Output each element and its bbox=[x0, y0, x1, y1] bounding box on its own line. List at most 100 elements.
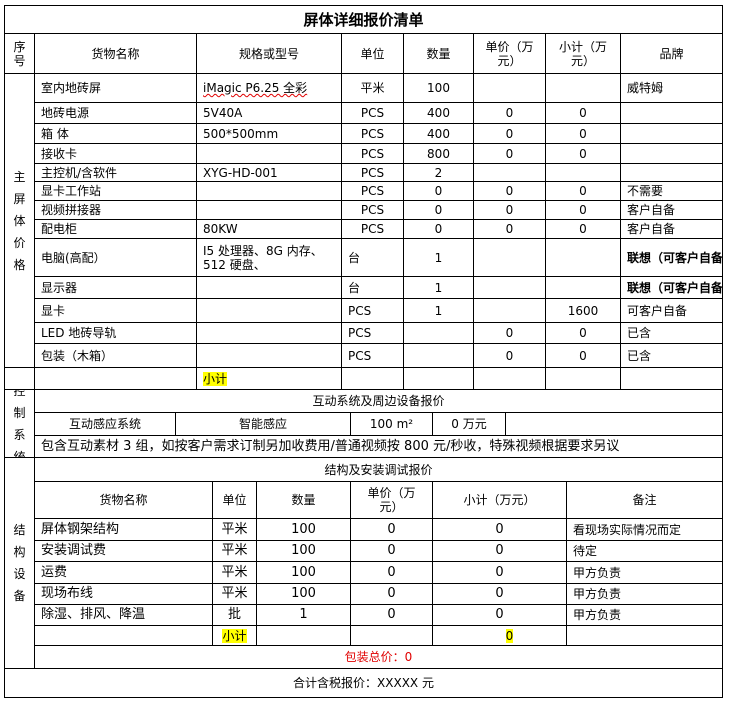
item-name[interactable]: 地砖电源 bbox=[34, 102, 197, 124]
item-unit[interactable]: PCS bbox=[341, 219, 404, 239]
structure-item-note[interactable]: 甲方负责 bbox=[566, 583, 723, 605]
item-brand[interactable]: 联想（可客户自备 bbox=[620, 276, 723, 299]
item-price[interactable] bbox=[473, 163, 546, 182]
item-qty[interactable] bbox=[403, 322, 474, 344]
item-qty[interactable]: 2 bbox=[403, 163, 474, 182]
control-item[interactable]: 0 万元 bbox=[432, 412, 506, 436]
structure-item-note[interactable]: 甲方负责 bbox=[566, 604, 723, 626]
structure-subtotal-label[interactable]: 小计 bbox=[212, 625, 257, 646]
structure-header[interactable]: 货物名称 bbox=[34, 481, 213, 519]
structure-item-unit[interactable]: 平米 bbox=[212, 540, 257, 562]
item-brand[interactable] bbox=[620, 163, 723, 182]
item-subtotal[interactable] bbox=[545, 73, 621, 103]
structure-header[interactable]: 备注 bbox=[566, 481, 723, 519]
item-name[interactable]: 视频拼接器 bbox=[34, 200, 197, 220]
item-subtotal[interactable] bbox=[545, 276, 621, 299]
item-brand[interactable]: 不需要 bbox=[620, 181, 723, 201]
item-name[interactable]: 显卡工作站 bbox=[34, 181, 197, 201]
item-unit[interactable]: PCS bbox=[341, 298, 404, 323]
structure-item-price[interactable]: 0 bbox=[350, 583, 433, 605]
item-brand[interactable]: 客户自备 bbox=[620, 200, 723, 220]
item-qty[interactable]: 800 bbox=[403, 143, 474, 164]
structure-item-subtotal[interactable]: 0 bbox=[432, 604, 567, 626]
item-name[interactable]: 接收卡 bbox=[34, 143, 197, 164]
item-brand[interactable] bbox=[620, 143, 723, 164]
empty-cell[interactable] bbox=[256, 625, 351, 646]
item-qty[interactable]: 1 bbox=[403, 298, 474, 323]
structure-header[interactable]: 单价（万元） bbox=[350, 481, 433, 519]
item-subtotal[interactable] bbox=[545, 163, 621, 182]
header-brand[interactable]: 品牌 bbox=[620, 33, 723, 74]
item-name[interactable]: 主控机/含软件 bbox=[34, 163, 197, 182]
structure-item-unit[interactable]: 平米 bbox=[212, 561, 257, 584]
item-subtotal[interactable] bbox=[545, 238, 621, 277]
item-qty[interactable]: 0 bbox=[403, 200, 474, 220]
item-unit[interactable]: PCS bbox=[341, 181, 404, 201]
item-spec[interactable]: 500*500mm bbox=[196, 123, 342, 144]
empty-cell[interactable] bbox=[473, 367, 546, 390]
item-name[interactable]: 室内地砖屏 bbox=[34, 73, 197, 103]
structure-item-name[interactable]: 屏体钢架结构 bbox=[34, 518, 213, 541]
item-unit[interactable]: PCS bbox=[341, 163, 404, 182]
item-unit[interactable]: PCS bbox=[341, 102, 404, 124]
structure-item-qty[interactable]: 100 bbox=[256, 540, 351, 562]
item-price[interactable]: 0 bbox=[473, 181, 546, 201]
item-spec[interactable]: 5V40A bbox=[196, 102, 342, 124]
item-spec[interactable] bbox=[196, 181, 342, 201]
item-subtotal[interactable]: 0 bbox=[545, 343, 621, 368]
item-unit[interactable]: 平米 bbox=[341, 73, 404, 103]
structure-subtotal-value[interactable]: 0 bbox=[432, 625, 567, 646]
item-name[interactable]: 显示器 bbox=[34, 276, 197, 299]
item-price[interactable]: 0 bbox=[473, 200, 546, 220]
structure-item-note[interactable]: 待定 bbox=[566, 540, 723, 562]
structure-item-price[interactable]: 0 bbox=[350, 604, 433, 626]
item-brand[interactable]: 已含 bbox=[620, 343, 723, 368]
section-label-structure[interactable]: 结构设备 bbox=[4, 457, 35, 669]
item-brand[interactable]: 已含 bbox=[620, 322, 723, 344]
item-name[interactable]: 箱 体 bbox=[34, 123, 197, 144]
main-subtotal-label[interactable]: 小计 bbox=[196, 367, 342, 390]
item-spec[interactable] bbox=[196, 322, 342, 344]
item-subtotal[interactable]: 0 bbox=[545, 219, 621, 239]
item-subtotal[interactable]: 0 bbox=[545, 322, 621, 344]
item-price[interactable] bbox=[473, 276, 546, 299]
structure-item-note[interactable]: 甲方负责 bbox=[566, 561, 723, 584]
item-unit[interactable]: 台 bbox=[341, 276, 404, 299]
item-qty[interactable]: 400 bbox=[403, 123, 474, 144]
item-price[interactable]: 0 bbox=[473, 343, 546, 368]
item-qty[interactable]: 100 bbox=[403, 73, 474, 103]
empty-cell[interactable] bbox=[350, 625, 433, 646]
item-brand[interactable]: 可客户自备 bbox=[620, 298, 723, 323]
item-qty[interactable]: 0 bbox=[403, 181, 474, 201]
item-spec[interactable] bbox=[196, 298, 342, 323]
item-name[interactable]: 配电柜 bbox=[34, 219, 197, 239]
structure-item-unit[interactable]: 平米 bbox=[212, 518, 257, 541]
item-name[interactable]: 电脑(高配） bbox=[34, 238, 197, 277]
item-spec[interactable] bbox=[196, 343, 342, 368]
item-unit[interactable]: PCS bbox=[341, 143, 404, 164]
item-unit[interactable]: PCS bbox=[341, 200, 404, 220]
item-price[interactable]: 0 bbox=[473, 143, 546, 164]
item-qty[interactable]: 400 bbox=[403, 102, 474, 124]
header-qty[interactable]: 数量 bbox=[403, 33, 474, 74]
structure-item-name[interactable]: 安装调试费 bbox=[34, 540, 213, 562]
empty-cell[interactable] bbox=[341, 367, 404, 390]
item-subtotal[interactable]: 0 bbox=[545, 181, 621, 201]
empty-cell[interactable] bbox=[566, 625, 723, 646]
grand-total[interactable]: 合计含税报价：XXXXX 元 bbox=[4, 668, 723, 698]
item-price[interactable] bbox=[473, 238, 546, 277]
package-total[interactable]: 包装总价：0 bbox=[34, 645, 723, 669]
control-item[interactable]: 互动感应系统 bbox=[34, 412, 176, 436]
item-spec[interactable]: XYG-HD-001 bbox=[196, 163, 342, 182]
item-brand[interactable]: 威特姆 bbox=[620, 73, 723, 103]
structure-header[interactable]: 数量 bbox=[256, 481, 351, 519]
item-subtotal[interactable]: 0 bbox=[545, 143, 621, 164]
header-subtotal[interactable]: 小计（万元） bbox=[545, 33, 621, 74]
item-spec[interactable] bbox=[196, 276, 342, 299]
control-item[interactable] bbox=[505, 412, 723, 436]
item-name[interactable]: 包装（木箱） bbox=[34, 343, 197, 368]
item-qty[interactable]: 1 bbox=[403, 276, 474, 299]
item-name[interactable]: 显卡 bbox=[34, 298, 197, 323]
structure-title[interactable]: 结构及安装调试报价 bbox=[34, 457, 723, 482]
header-unit[interactable]: 单位 bbox=[341, 33, 404, 74]
